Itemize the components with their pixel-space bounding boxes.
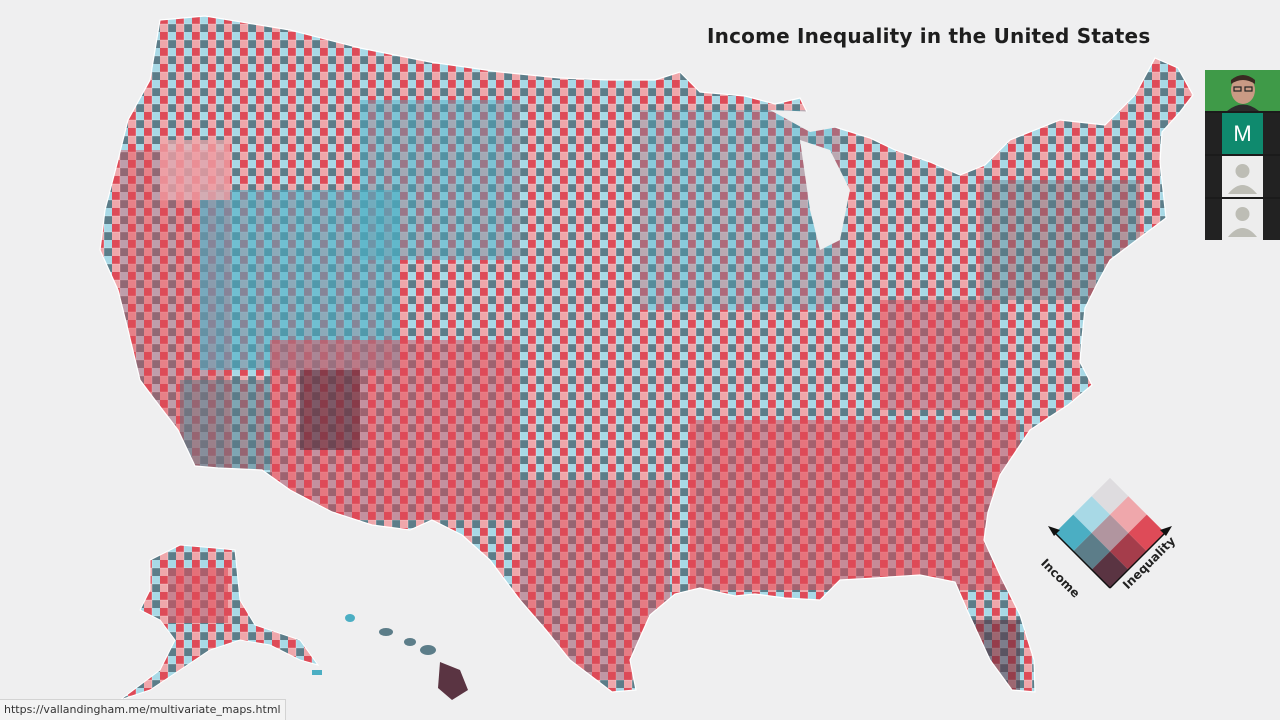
participant-initial: M — [1222, 113, 1263, 154]
legend-cell — [1091, 514, 1129, 552]
participant-tile-m[interactable]: M — [1205, 113, 1280, 154]
user-silhouette-icon — [1222, 199, 1263, 240]
participant-video-panel: M — [1205, 70, 1280, 240]
legend-cell — [1091, 477, 1129, 515]
bivariate-legend: Income Inequality — [1038, 468, 1180, 601]
participant-tile-camera[interactable] — [1205, 70, 1280, 111]
participant-video-icon — [1205, 70, 1280, 111]
income-arrow-icon — [1048, 526, 1060, 536]
lake-michigan — [800, 140, 850, 250]
alaska — [119, 544, 320, 701]
puerto-rico-islands — [312, 670, 322, 675]
participant-tile-placeholder[interactable] — [1205, 156, 1280, 197]
user-silhouette-icon — [1222, 156, 1263, 197]
inequality-arrow-icon — [1160, 526, 1172, 536]
status-url: https://vallandingham.me/multivariate_ma… — [0, 699, 286, 720]
contiguous-us — [99, 15, 1194, 693]
participant-tile-placeholder[interactable] — [1205, 199, 1280, 240]
hawaii — [345, 614, 468, 700]
legend-grid — [1048, 477, 1172, 589]
lake-superior — [770, 110, 850, 132]
legend-axes — [1048, 526, 1172, 589]
map-title: Income Inequality in the United States — [707, 24, 1151, 48]
